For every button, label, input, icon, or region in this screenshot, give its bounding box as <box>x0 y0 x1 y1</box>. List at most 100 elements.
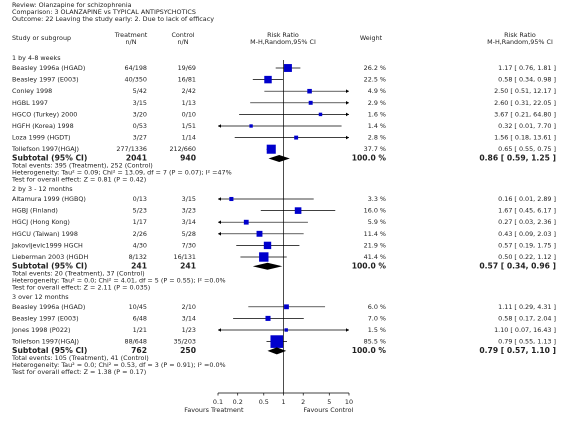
study-name: Jones 1998 (P022) <box>11 326 70 334</box>
plot-area <box>218 64 349 355</box>
column-header: n/N <box>126 38 137 46</box>
study-name: HGCU (Taiwan) 1998 <box>12 230 78 238</box>
treatment-events: 8/132 <box>129 253 147 261</box>
study-estimate <box>259 252 269 262</box>
group-title: 3 over 12 months <box>12 293 69 301</box>
control-events: 35/203 <box>174 338 196 346</box>
treatment-events: 3/15 <box>133 99 147 107</box>
subtotal-treatment: 762 <box>131 346 147 355</box>
weight: 26.2 % <box>364 64 386 72</box>
treatment-events: 5/23 <box>133 207 147 215</box>
study-name: HGCJ (Hong Kong) <box>12 218 70 226</box>
subtotal-control: 250 <box>180 346 196 355</box>
pooled-estimate <box>268 155 290 162</box>
ci-arrow <box>346 89 349 93</box>
estimate: 2.50 [ 0.51, 12.17 ] <box>494 87 556 95</box>
study-name: Beasley 1997 (E003) <box>12 314 79 322</box>
x-tick-label: 1 <box>281 398 285 406</box>
control-events: 3/23 <box>182 207 196 215</box>
study-name: HGBJ (Finland) <box>12 207 58 215</box>
column-header: M-H,Random,95% CI <box>250 38 316 46</box>
study-name: Beasley 1997 (E003) <box>12 76 79 84</box>
study-name: HGCO (Turkey) 2000 <box>12 110 77 118</box>
control-events: 1/14 <box>182 134 196 142</box>
weight: 1.4 % <box>368 122 386 130</box>
x-tick-label: 2 <box>301 398 305 406</box>
ci-arrow <box>346 135 349 140</box>
study-name: Beasley 1996a (HGAD) <box>12 303 85 311</box>
weight: 6.0 % <box>368 303 386 311</box>
estimate: 1.10 [ 0.07, 16.43 ] <box>494 326 556 334</box>
comparison: Comparison: 3 OLANZAPINE vs TYPICAL ANTI… <box>12 8 196 16</box>
weight: 41.4 % <box>364 253 386 261</box>
group-note: Test for overall effect: Z = 0.81 (P = 0… <box>11 176 146 184</box>
study-name: Lieberman 2003 (HGDH <box>12 253 88 261</box>
group-note: Heterogeneity: Tau² = 0.0; Chi² = 0.53, … <box>12 361 226 369</box>
treatment-events: 1/17 <box>133 218 147 226</box>
control-events: 16/81 <box>178 76 196 84</box>
column-header: Study or subgroup <box>12 34 71 42</box>
review: Review: Olanzapine for schizophrenia <box>12 1 132 9</box>
control-events: 0/10 <box>182 110 196 118</box>
column-header: Risk Ratio <box>267 31 299 39</box>
study-estimate <box>284 328 288 332</box>
control-events: 2/10 <box>182 303 196 311</box>
group-note: Test for overall effect: Z = 2.11 (P = 0… <box>11 283 150 291</box>
x-tick-label: 0.2 <box>233 398 243 406</box>
weight: 2.9 % <box>368 99 386 107</box>
group-note: Total events: 105 (Treatment), 41 (Contr… <box>11 354 149 362</box>
outcome: Outcome: 22 Leaving the study early: 2. … <box>12 15 214 23</box>
column-header: Control <box>171 31 194 39</box>
estimate: 0.79 [ 0.55, 1.13 ] <box>498 338 556 346</box>
study-estimate <box>265 315 271 321</box>
study-estimate <box>284 64 292 72</box>
control-events: 3/14 <box>182 314 196 322</box>
control-events: 1/51 <box>182 122 196 130</box>
estimate: 0.65 [ 0.55, 0.75 ] <box>498 145 556 153</box>
study-name: Jakovljevic1999 HGCH <box>11 241 83 249</box>
study-estimate <box>308 100 313 105</box>
treatment-events: 88/648 <box>125 338 147 346</box>
subtotal-label: Subtotal (95% CI) <box>12 154 87 163</box>
column-header: n/N <box>178 38 189 46</box>
estimate: 0.32 [ 0.01, 7.70 ] <box>498 122 556 130</box>
weight: 1.6 % <box>368 110 386 118</box>
estimate: 0.16 [ 0.01, 2.89 ] <box>498 195 556 203</box>
ci-arrow <box>218 232 221 236</box>
study-name: HGBL 1997 <box>12 99 48 107</box>
x-tick-label: 0.1 <box>213 398 223 406</box>
estimate: 0.50 [ 0.22, 1.12 ] <box>498 253 556 261</box>
control-events: 19/69 <box>178 64 196 72</box>
estimate: 1.11 [ 0.29, 4.31 ] <box>498 303 556 311</box>
study-name: Altamura 1999 (HGBQ) <box>12 195 86 203</box>
study-estimate <box>243 219 249 225</box>
estimate: 0.57 [ 0.19, 1.75 ] <box>498 241 556 249</box>
ci-arrow <box>346 112 349 117</box>
weight: 85.5 % <box>364 338 386 346</box>
favours-left: Favours Treatment <box>184 406 244 414</box>
weight: 16.0 % <box>364 207 386 215</box>
control-events: 7/30 <box>182 241 196 249</box>
x-tick-label: 10 <box>345 398 353 406</box>
treatment-events: 1/21 <box>133 326 147 334</box>
control-events: 3/15 <box>182 195 196 203</box>
x-tick-label: 5 <box>327 398 331 406</box>
weight: 1.5 % <box>368 326 386 334</box>
pooled-estimate <box>267 347 287 355</box>
estimate: 1.56 [ 0.18, 13.61 ] <box>494 134 556 142</box>
treatment-events: 4/30 <box>133 241 147 249</box>
column-header: Treatment <box>114 31 148 39</box>
control-events: 3/14 <box>182 218 196 226</box>
subtotal-weight: 100.0 % <box>352 154 387 163</box>
subtotal-label: Subtotal (95% CI) <box>12 346 87 355</box>
ci-arrow <box>218 197 221 201</box>
study-estimate <box>256 230 263 237</box>
subtotal-treatment: 241 <box>131 261 147 270</box>
weight: 5.9 % <box>368 218 386 226</box>
ci-arrow <box>218 220 221 224</box>
study-estimate <box>294 135 299 140</box>
ci-arrow <box>218 124 221 128</box>
treatment-events: 3/20 <box>133 110 147 118</box>
estimate: 1.17 [ 0.76, 1.81 ] <box>498 64 556 72</box>
